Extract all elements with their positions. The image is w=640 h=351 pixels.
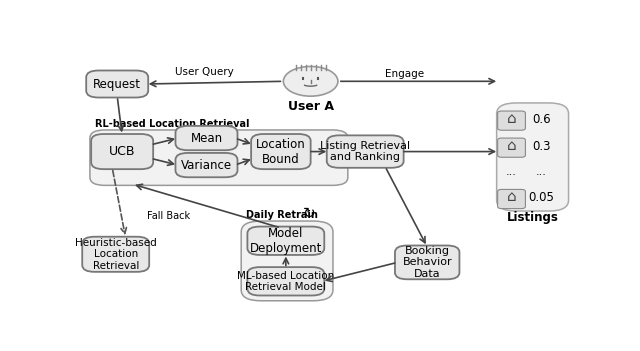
Text: User Query: User Query	[175, 67, 234, 77]
FancyBboxPatch shape	[248, 227, 324, 255]
Text: 0.05: 0.05	[529, 191, 554, 204]
FancyBboxPatch shape	[175, 126, 237, 150]
FancyBboxPatch shape	[498, 138, 525, 157]
Text: User A: User A	[287, 100, 333, 113]
FancyBboxPatch shape	[498, 190, 525, 208]
Text: Listing Retrieval
and Ranking: Listing Retrieval and Ranking	[320, 141, 410, 163]
FancyBboxPatch shape	[395, 245, 460, 279]
Text: UCB: UCB	[109, 145, 136, 158]
FancyBboxPatch shape	[82, 237, 149, 272]
Text: 0.6: 0.6	[532, 113, 550, 126]
FancyBboxPatch shape	[175, 153, 237, 177]
Text: ⌂: ⌂	[508, 143, 515, 153]
Text: ML-based Location
Retrieval Model: ML-based Location Retrieval Model	[237, 271, 335, 292]
FancyBboxPatch shape	[497, 103, 568, 211]
Text: Heuristic-based
Location
Retrieval: Heuristic-based Location Retrieval	[75, 238, 157, 271]
Text: ⌂: ⌂	[508, 116, 515, 126]
FancyBboxPatch shape	[498, 111, 525, 130]
Text: Location
Bound: Location Bound	[256, 138, 306, 166]
FancyBboxPatch shape	[91, 134, 153, 169]
FancyBboxPatch shape	[86, 71, 148, 98]
Text: ...: ...	[506, 167, 517, 177]
Text: ⌂: ⌂	[508, 195, 515, 205]
Text: ⌂: ⌂	[507, 111, 516, 126]
Circle shape	[284, 66, 338, 96]
Text: Fall Back: Fall Back	[147, 211, 190, 221]
Text: ⌂: ⌂	[507, 190, 516, 205]
Text: Variance: Variance	[181, 159, 232, 172]
FancyBboxPatch shape	[251, 134, 310, 169]
Text: Daily Retrain: Daily Retrain	[246, 210, 318, 220]
Text: Mean: Mean	[191, 132, 223, 145]
Text: 0.3: 0.3	[532, 140, 550, 153]
FancyBboxPatch shape	[90, 130, 348, 185]
Text: Listings: Listings	[507, 211, 559, 224]
Text: Booking
Behavior
Data: Booking Behavior Data	[403, 246, 452, 279]
Text: ↻: ↻	[303, 206, 316, 221]
Text: Model
Deployment: Model Deployment	[250, 227, 322, 255]
Text: Engage: Engage	[385, 68, 424, 79]
FancyBboxPatch shape	[327, 135, 404, 168]
Text: ⌂: ⌂	[507, 138, 516, 153]
Text: Request: Request	[93, 78, 141, 91]
Text: ...: ...	[536, 167, 547, 177]
FancyBboxPatch shape	[248, 267, 324, 296]
Text: RL-based Location Retrieval: RL-based Location Retrieval	[95, 119, 250, 129]
FancyBboxPatch shape	[241, 221, 333, 301]
